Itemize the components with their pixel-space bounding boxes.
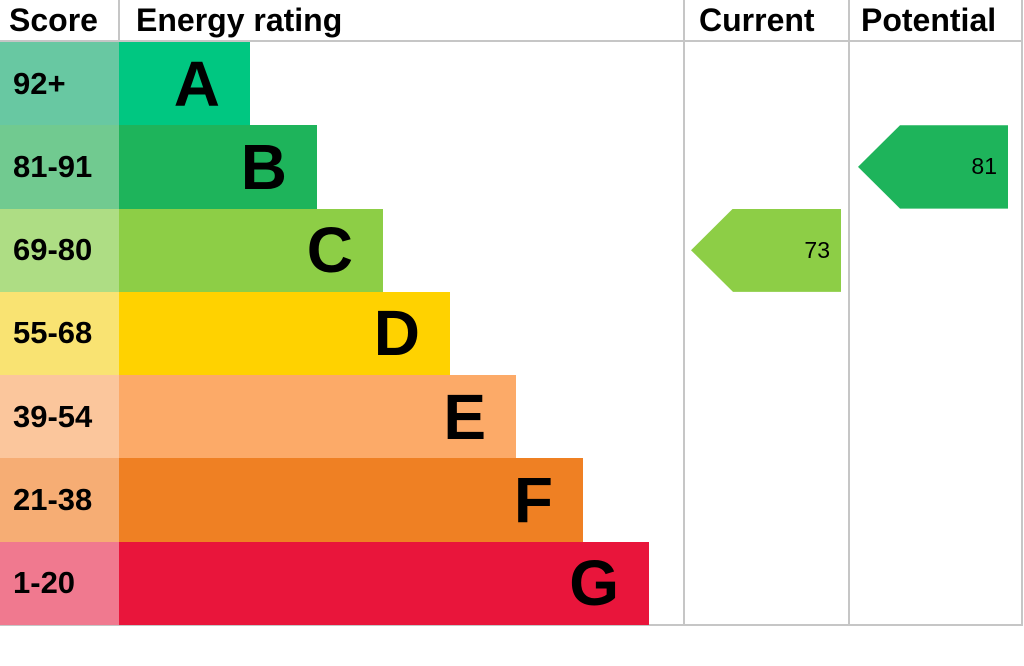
header-current: Current (699, 1, 815, 38)
header-energy-rating: Energy rating (136, 1, 343, 38)
score-range-label: 69-80 (0, 208, 119, 292)
epc-row-g: 1-20 G (0, 541, 683, 625)
rating-letter-d: D (373, 297, 420, 370)
current-rating-value: 73 (804, 236, 830, 263)
divider-score-column (118, 0, 120, 40)
border-right (1021, 0, 1023, 624)
rating-letter-b: B (240, 130, 287, 203)
potential-rating-value: 81 (971, 153, 997, 180)
header-score: Score (9, 1, 98, 38)
rating-letter-f: F (513, 463, 553, 536)
rating-bar-e: E (119, 375, 516, 459)
divider-potential-column (848, 0, 850, 624)
rating-bar-c: C (119, 208, 383, 292)
score-range-label: 55-68 (0, 291, 119, 376)
rating-letter-a: A (173, 47, 220, 120)
score-range-label: 1-20 (0, 541, 119, 625)
potential-rating-arrow: 81 (858, 125, 1008, 209)
rating-bar-g: G (119, 541, 649, 625)
rating-letter-e: E (443, 380, 486, 453)
header-potential: Potential (861, 1, 997, 38)
rating-letter-c: C (306, 214, 353, 287)
score-range-label: 92+ (0, 42, 119, 126)
epc-row-e: 39-54 E (0, 375, 683, 459)
epc-row-f: 21-38 F (0, 458, 683, 542)
score-range-label: 21-38 (0, 458, 119, 542)
epc-row-c: 69-80 C (0, 208, 683, 292)
border-header-bottom (0, 40, 1023, 42)
rating-bar-d: D (119, 291, 450, 376)
epc-row-d: 55-68 D (0, 291, 683, 376)
border-table-bottom (0, 624, 1023, 626)
divider-current-column (683, 0, 685, 624)
epc-row-b: 81-91 B (0, 125, 683, 209)
rating-letter-g: G (569, 547, 619, 620)
score-range-label: 39-54 (0, 375, 119, 459)
rating-bar-f: F (119, 458, 583, 542)
score-range-label: 81-91 (0, 125, 119, 209)
current-rating-arrow: 73 (691, 208, 841, 292)
rating-bar-a: A (119, 42, 250, 126)
rating-rows: 92+ A 81-91 B 69-80 C 55-68 D 39-54 (0, 42, 683, 625)
epc-row-a: 92+ A (0, 42, 683, 126)
rating-bar-b: B (119, 125, 317, 209)
